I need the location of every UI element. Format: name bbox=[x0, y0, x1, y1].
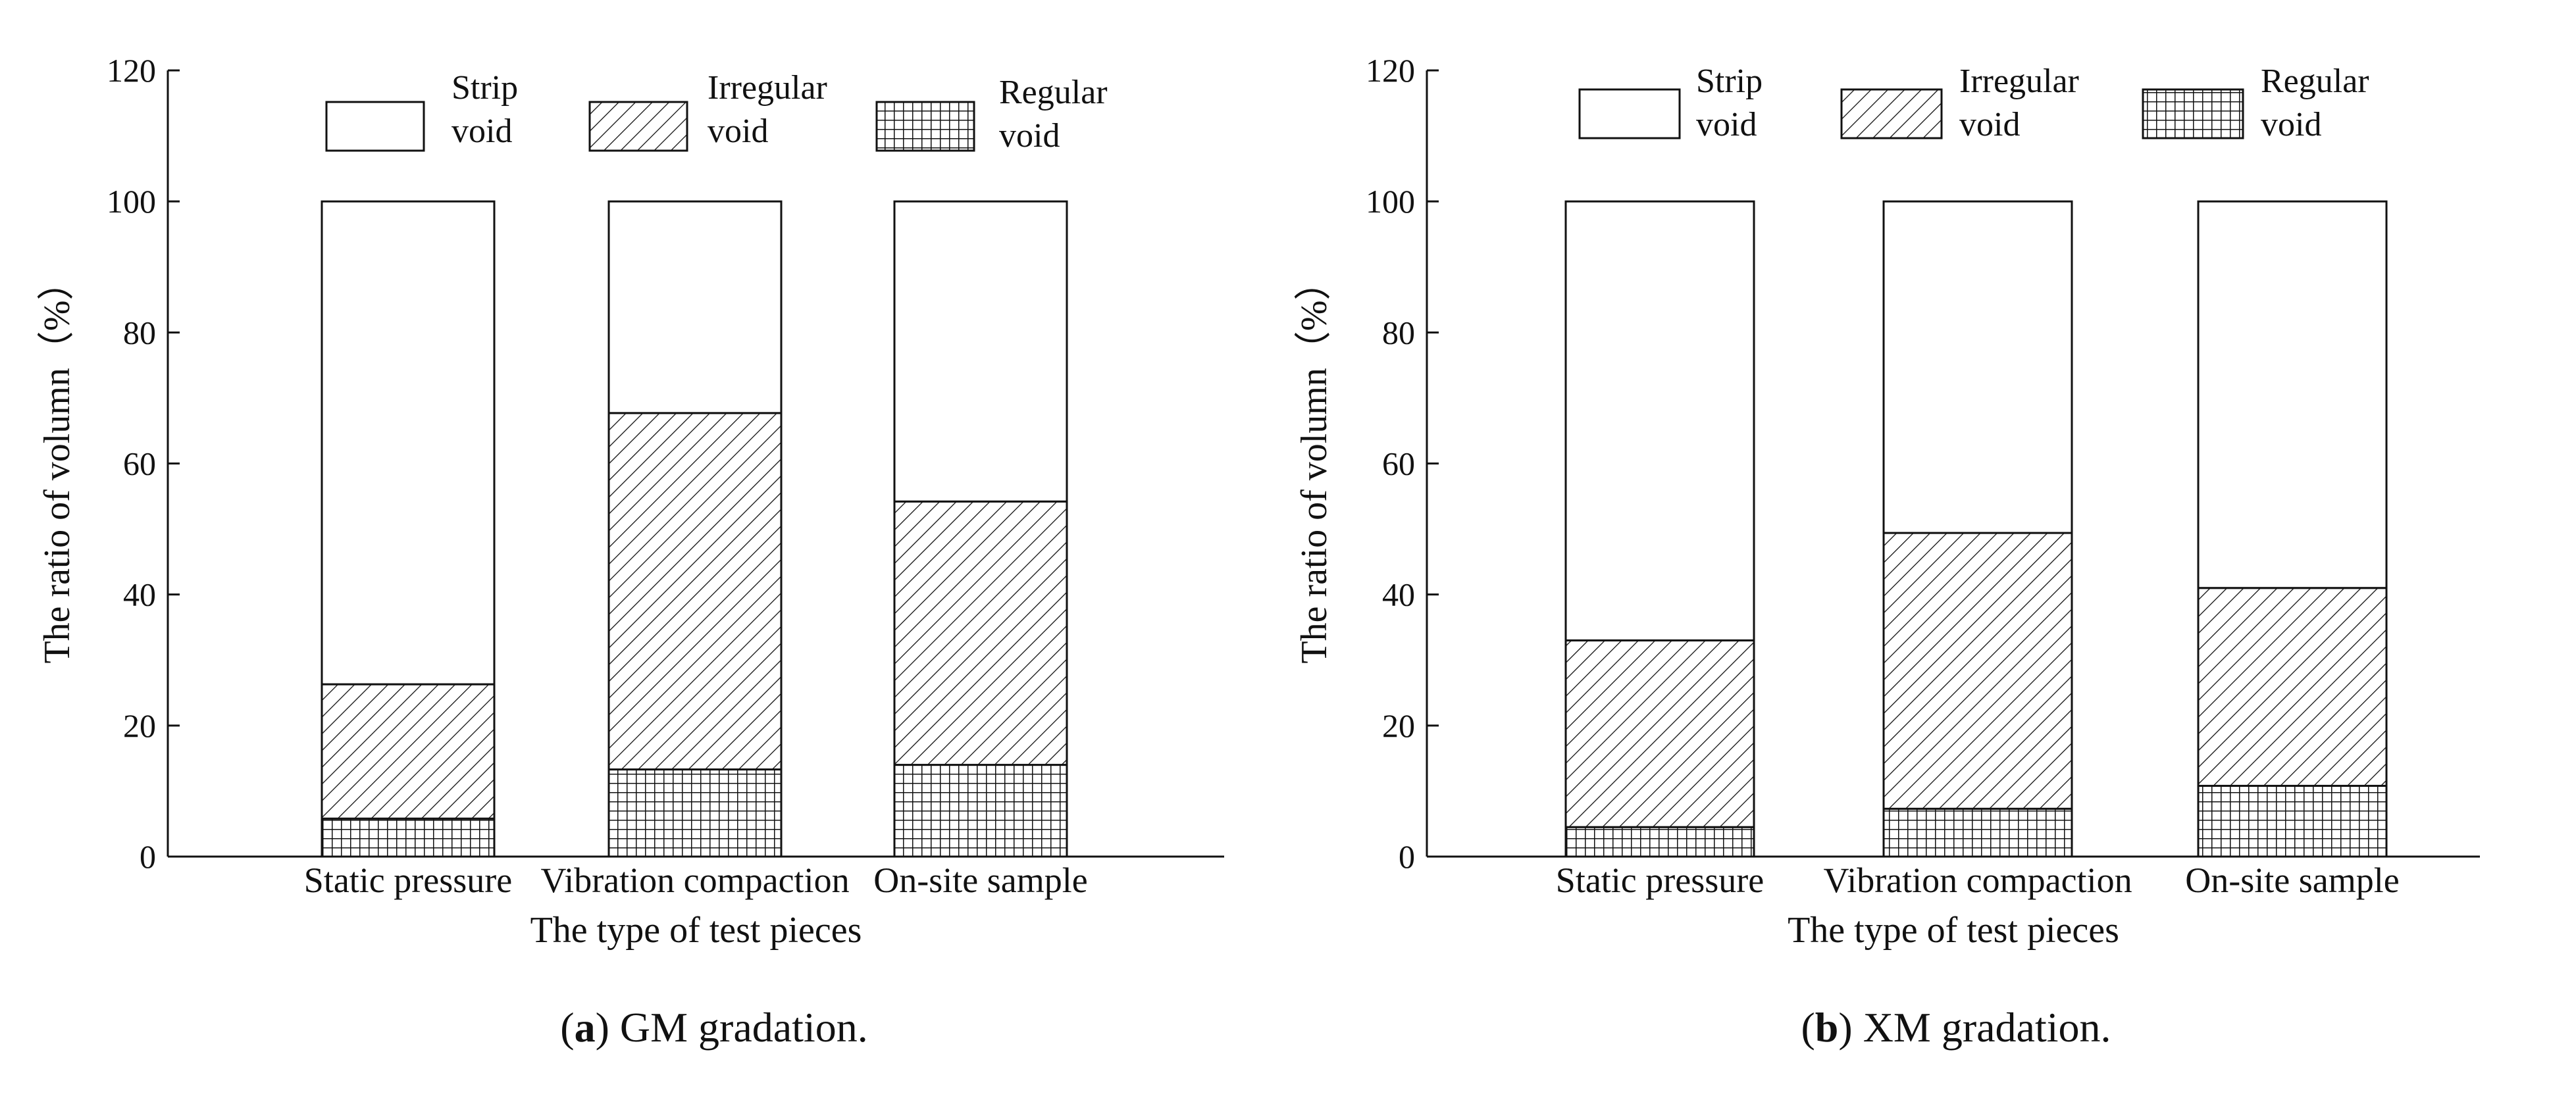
bar-irregular-void-static-pressure bbox=[1564, 639, 1755, 828]
y-tick-label: 120 bbox=[1366, 52, 1415, 89]
y-tick-label: 0 bbox=[140, 838, 156, 875]
bar-irregular-void-on-site-sample bbox=[2197, 587, 2388, 787]
y-tick-label: 0 bbox=[1399, 838, 1415, 875]
legend-label-irregular-void: Irregular bbox=[1959, 63, 2079, 100]
legend-label-irregular-void: void bbox=[1959, 106, 2020, 143]
y-axis-title: The ratio of volumn（%） bbox=[1294, 263, 1335, 663]
y-axis-title: The ratio of volumn（%） bbox=[37, 263, 78, 663]
bar-regular-void-vibration-compaction bbox=[607, 768, 783, 858]
y-tick-label: 40 bbox=[1382, 576, 1415, 613]
panel-caption: (b) XM gradation. bbox=[1801, 1004, 2111, 1051]
panel-caption: (a) GM gradation. bbox=[560, 1004, 867, 1051]
bar-regular-void-on-site-sample bbox=[2197, 784, 2388, 858]
legend-swatch-strip-void bbox=[1578, 88, 1681, 139]
bar-irregular-void-vibration-compaction bbox=[607, 412, 783, 771]
legend-swatch-regular-void bbox=[875, 101, 975, 152]
legend-label-strip-void: Strip bbox=[1696, 63, 1763, 100]
x-tick-label: On-site sample bbox=[873, 861, 1087, 900]
y-tick-label: 20 bbox=[1382, 707, 1415, 744]
chart-panel-b: 0 20 40 60 80 100 120 Static pressure Vibration … bbox=[1294, 52, 2480, 1051]
x-tick-label: Vibration compaction bbox=[540, 861, 849, 900]
bar-irregular-void-vibration-compaction bbox=[1882, 532, 2073, 810]
bar-irregular-void-on-site-sample bbox=[893, 500, 1068, 766]
legend: Strip void Irregular void Regular void bbox=[1578, 63, 2369, 143]
legend-label-regular-void: void bbox=[999, 117, 1060, 155]
y-tick-label: 20 bbox=[123, 707, 156, 744]
bar-irregular-void-static-pressure bbox=[321, 683, 496, 820]
y-tick-label: 60 bbox=[123, 445, 156, 482]
legend-swatch-strip-void bbox=[325, 101, 425, 152]
y-tick-label: 100 bbox=[1366, 183, 1415, 220]
legend-label-irregular-void: Irregular bbox=[708, 69, 827, 107]
y-tick-label: 120 bbox=[107, 52, 156, 89]
legend-label-regular-void: Regular bbox=[999, 74, 1108, 111]
legend-label-irregular-void: void bbox=[708, 113, 768, 150]
bar-strip-void-vibration-compaction bbox=[1882, 200, 2073, 534]
bar-regular-void-on-site-sample bbox=[893, 764, 1068, 858]
legend-label-strip-void: Strip bbox=[451, 69, 518, 107]
legend-label-strip-void: void bbox=[451, 113, 512, 150]
legend-swatch-regular-void bbox=[2142, 88, 2244, 139]
legend-label-regular-void: void bbox=[2261, 106, 2321, 143]
y-tick-label: 100 bbox=[107, 183, 156, 220]
legend: Strip void Irregular void Regular void bbox=[325, 69, 1108, 155]
legend-swatch-irregular-void bbox=[1840, 88, 1943, 139]
x-axis-title: The type of test pieces bbox=[530, 910, 862, 951]
x-axis-title: The type of test pieces bbox=[1788, 910, 2119, 951]
x-tick-label: Static pressure bbox=[1556, 861, 1764, 900]
bar-strip-void-static-pressure bbox=[321, 200, 496, 686]
x-tick-label: On-site sample bbox=[2185, 861, 2399, 900]
x-tick-label: Static pressure bbox=[304, 861, 512, 900]
y-tick-label: 40 bbox=[123, 576, 156, 613]
bar-strip-void-on-site-sample bbox=[893, 200, 1068, 503]
legend-label-regular-void: Regular bbox=[2261, 63, 2369, 100]
bar-strip-void-static-pressure bbox=[1564, 200, 1755, 641]
legend-label-strip-void: void bbox=[1696, 106, 1757, 143]
chart-panel-a: 0 20 40 60 80 100 120 Static pressure Vibration … bbox=[37, 52, 1224, 1051]
bar-regular-void-static-pressure bbox=[1564, 826, 1755, 858]
y-tick-label: 60 bbox=[1382, 445, 1415, 482]
y-tick-label: 80 bbox=[1382, 314, 1415, 351]
y-tick-label: 80 bbox=[123, 314, 156, 351]
x-tick-label: Vibration compaction bbox=[1823, 861, 2132, 900]
bar-regular-void-static-pressure bbox=[321, 817, 496, 858]
bar-strip-void-on-site-sample bbox=[2197, 200, 2388, 589]
bar-strip-void-vibration-compaction bbox=[607, 200, 783, 414]
bar-regular-void-vibration-compaction bbox=[1882, 807, 2073, 858]
legend-swatch-irregular-void bbox=[588, 101, 688, 152]
